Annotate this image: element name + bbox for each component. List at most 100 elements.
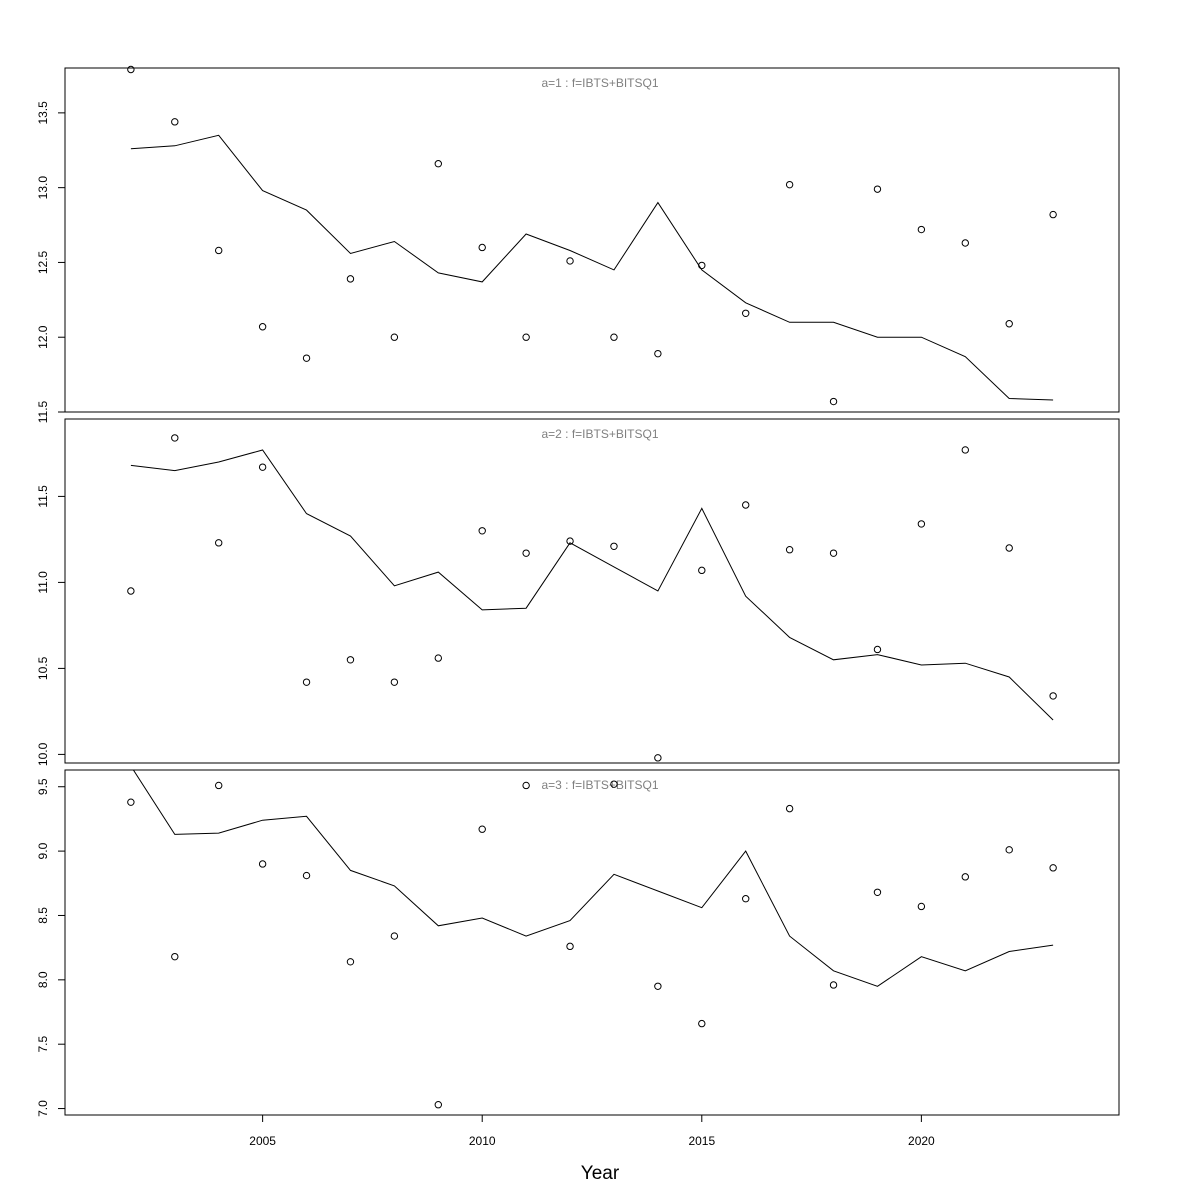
panel-title: a=2 : f=IBTS+BITSQ1: [541, 427, 658, 441]
observed-point: [873, 888, 882, 896]
observed-point: [258, 463, 267, 471]
y-tick-label: 11.0: [36, 571, 50, 594]
observed-point: [829, 397, 838, 406]
x-tick-label: 2005: [249, 1134, 276, 1148]
observed-point: [346, 656, 355, 664]
panel-1: 11.5 12.0 12.5 13.0 13.5 a=1 : f=IBTS+BITSQ1: [36, 65, 1120, 423]
observed-point: [346, 275, 355, 283]
y-tick-label: 12.5: [36, 250, 50, 274]
x-tick-label: 2020: [908, 1134, 935, 1148]
x-tick-label: 2010: [469, 1134, 496, 1148]
y-tick-label: 9.5: [36, 778, 50, 795]
observed-point: [390, 932, 399, 940]
observed-point: [961, 873, 969, 881]
observed-point: [829, 981, 838, 989]
observed-point: [785, 180, 794, 189]
y-tick-label: 7.0: [36, 1100, 50, 1117]
observed-point: [698, 1019, 706, 1028]
x-axis: 2005 2010 2015 2020: [249, 1114, 935, 1148]
observed-point: [302, 871, 311, 880]
observed-point: [434, 654, 442, 662]
observed-point: [302, 354, 311, 362]
observed-point: [390, 333, 399, 341]
observed-point: [873, 185, 882, 193]
y-tick-label: 8.0: [36, 971, 50, 988]
observed-point: [215, 539, 223, 547]
y-tick-label: 13.0: [36, 176, 50, 200]
y-tick-label: 12.0: [36, 325, 50, 349]
observed-point: [829, 549, 838, 557]
fitted-line: [130, 449, 1054, 721]
y-tick-label: 8.5: [36, 907, 50, 924]
panel-title: a=3 : f=IBTS+BITSQ1: [541, 778, 658, 792]
y-tick-label: 10.0: [36, 742, 50, 766]
panel-frame: [64, 418, 1120, 764]
observed-point: [873, 645, 882, 654]
observed-point: [785, 546, 794, 554]
y-tick-label: 11.5: [36, 485, 50, 508]
observed-point: [961, 239, 969, 247]
observed-point: [478, 243, 486, 252]
panel-frame: [64, 769, 1120, 1116]
y-tick-label: 11.5: [36, 400, 50, 423]
fitted-line: [132, 770, 1054, 987]
observed-point: [127, 587, 135, 595]
observed-point: [434, 1101, 442, 1109]
observed-point: [742, 895, 750, 903]
observed-point: [1049, 692, 1057, 700]
observed-point: [566, 942, 574, 951]
panel-3: 7.0 7.5 8.0 8.5 9.0 9.5 a=3 : f=IBTS+BITSQ1: [36, 769, 1120, 1117]
observed-point: [171, 118, 179, 126]
x-tick-label: 2015: [688, 1134, 715, 1148]
observed-point: [302, 678, 311, 686]
observed-point: [215, 781, 223, 790]
observed-point: [478, 527, 486, 535]
observed-point: [478, 825, 486, 833]
observed-point: [917, 902, 926, 911]
observed-point: [522, 549, 530, 557]
observed-point: [917, 225, 926, 234]
y-tick-label: 10.5: [36, 656, 50, 680]
observed-point: [698, 261, 706, 270]
observed-point: [171, 952, 179, 961]
observed-point: [127, 798, 135, 806]
panels: 11.512.012.513.013.5a=1 : f=IBTS+BITSQ11…: [36, 65, 1120, 1117]
observed-point: [522, 333, 530, 341]
observed-point: [917, 520, 926, 528]
observed-point: [434, 160, 442, 168]
panel-frame: [64, 67, 1120, 413]
panel-title: a=1 : f=IBTS+BITSQ1: [541, 76, 658, 90]
observed-point: [171, 434, 179, 442]
observed-point: [654, 349, 662, 358]
observed-point: [610, 542, 618, 550]
observed-point: [785, 804, 794, 813]
y-tick-label: 13.5: [36, 101, 50, 125]
observed-point: [566, 257, 574, 265]
observed-point: [610, 780, 618, 788]
observed-point: [566, 537, 574, 545]
observed-point: [1005, 320, 1013, 328]
observed-point: [215, 246, 223, 255]
x-axis-title: Year: [581, 1163, 620, 1184]
fitted-line: [130, 134, 1054, 401]
panel-2: 10.0 10.5 11.0 11.5 a=2 : f=IBTS+BITSQ1: [36, 418, 1120, 766]
observed-point: [258, 323, 267, 331]
observed-point: [742, 501, 750, 509]
observed-point: [522, 781, 530, 790]
observed-point: [346, 958, 355, 966]
observed-point: [654, 982, 662, 990]
observed-point: [390, 678, 399, 686]
observed-point: [610, 333, 618, 341]
observed-point: [1005, 846, 1013, 854]
observed-point: [742, 309, 750, 317]
observed-point: [698, 566, 706, 575]
observed-point: [1049, 864, 1057, 872]
observed-point: [1049, 210, 1057, 219]
y-tick-label: 7.5: [36, 1036, 50, 1053]
observed-point: [127, 65, 135, 74]
observed-point: [258, 860, 267, 868]
observed-point: [961, 446, 969, 454]
observed-point: [654, 754, 662, 762]
observed-point: [1005, 544, 1013, 552]
